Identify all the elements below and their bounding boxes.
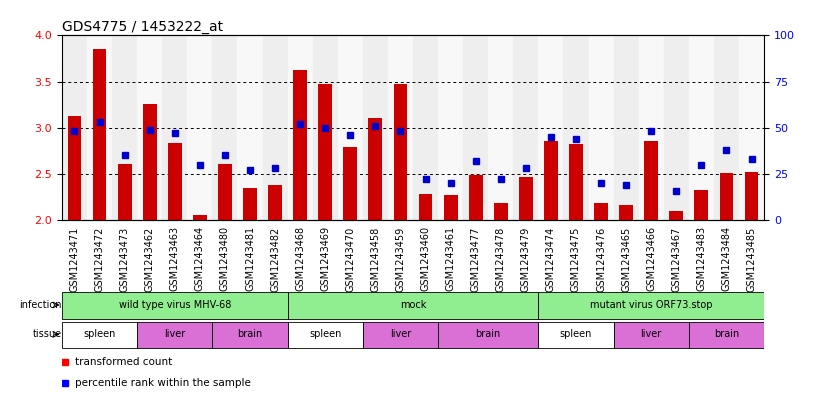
Bar — [539, 292, 764, 319]
Bar — [137, 35, 162, 220]
Bar — [594, 202, 608, 220]
Bar — [469, 175, 482, 220]
Bar — [118, 164, 131, 220]
Text: liver: liver — [641, 329, 662, 340]
Bar — [488, 35, 513, 220]
Bar — [695, 189, 708, 220]
Bar — [519, 177, 533, 220]
Text: spleen: spleen — [309, 329, 341, 340]
Text: tissue: tissue — [33, 329, 62, 340]
Text: spleen: spleen — [83, 329, 116, 340]
Bar — [62, 292, 287, 319]
Bar — [438, 322, 539, 348]
Bar — [62, 322, 137, 348]
Bar — [293, 70, 307, 220]
Text: liver: liver — [164, 329, 185, 340]
Bar — [368, 119, 382, 220]
Bar — [287, 35, 313, 220]
Bar — [664, 35, 689, 220]
Bar — [739, 35, 764, 220]
Bar — [87, 35, 112, 220]
Text: liver: liver — [390, 329, 411, 340]
Bar — [268, 185, 282, 220]
Text: GDS4775 / 1453222_at: GDS4775 / 1453222_at — [62, 20, 223, 34]
Bar — [212, 322, 287, 348]
Bar — [669, 211, 683, 220]
Text: mock: mock — [400, 300, 426, 310]
Bar — [93, 49, 107, 220]
Bar — [539, 322, 614, 348]
Bar — [544, 141, 558, 220]
Bar — [168, 143, 182, 220]
Bar — [188, 35, 212, 220]
Bar — [413, 35, 438, 220]
Bar — [714, 35, 739, 220]
Bar — [620, 205, 633, 220]
Bar — [614, 322, 689, 348]
Bar — [193, 215, 206, 220]
Bar — [62, 35, 87, 220]
Text: brain: brain — [476, 329, 501, 340]
Text: brain: brain — [237, 329, 263, 340]
Bar — [112, 35, 137, 220]
Bar — [162, 35, 188, 220]
Bar — [212, 35, 238, 220]
Bar — [588, 35, 614, 220]
Bar — [218, 164, 232, 220]
Bar — [614, 35, 638, 220]
Bar — [719, 173, 733, 220]
Bar — [419, 194, 433, 220]
Bar — [393, 84, 407, 220]
Bar — [137, 322, 212, 348]
Text: wild type virus MHV-68: wild type virus MHV-68 — [119, 300, 231, 310]
Bar — [243, 188, 257, 220]
Bar — [569, 144, 583, 220]
Bar — [363, 35, 388, 220]
Text: transformed count: transformed count — [74, 357, 172, 367]
Bar — [513, 35, 539, 220]
Bar — [563, 35, 588, 220]
Bar — [338, 35, 363, 220]
Bar — [318, 84, 332, 220]
Bar — [638, 35, 664, 220]
Bar — [238, 35, 263, 220]
Bar — [744, 172, 758, 220]
Bar — [143, 104, 157, 220]
Bar — [438, 35, 463, 220]
Text: percentile rank within the sample: percentile rank within the sample — [74, 378, 250, 389]
Bar — [313, 35, 338, 220]
Bar — [388, 35, 413, 220]
Text: mutant virus ORF73.stop: mutant virus ORF73.stop — [590, 300, 713, 310]
Bar — [494, 202, 508, 220]
Text: spleen: spleen — [560, 329, 592, 340]
Bar — [344, 147, 357, 220]
Bar — [68, 116, 82, 220]
Text: infection: infection — [20, 300, 62, 310]
Bar — [444, 195, 458, 220]
Text: brain: brain — [714, 329, 739, 340]
Bar — [463, 35, 488, 220]
Bar — [689, 322, 764, 348]
Bar — [363, 322, 438, 348]
Bar — [689, 35, 714, 220]
Bar — [287, 292, 539, 319]
Bar — [263, 35, 287, 220]
Bar — [539, 35, 563, 220]
Bar — [644, 141, 658, 220]
Bar — [287, 322, 363, 348]
